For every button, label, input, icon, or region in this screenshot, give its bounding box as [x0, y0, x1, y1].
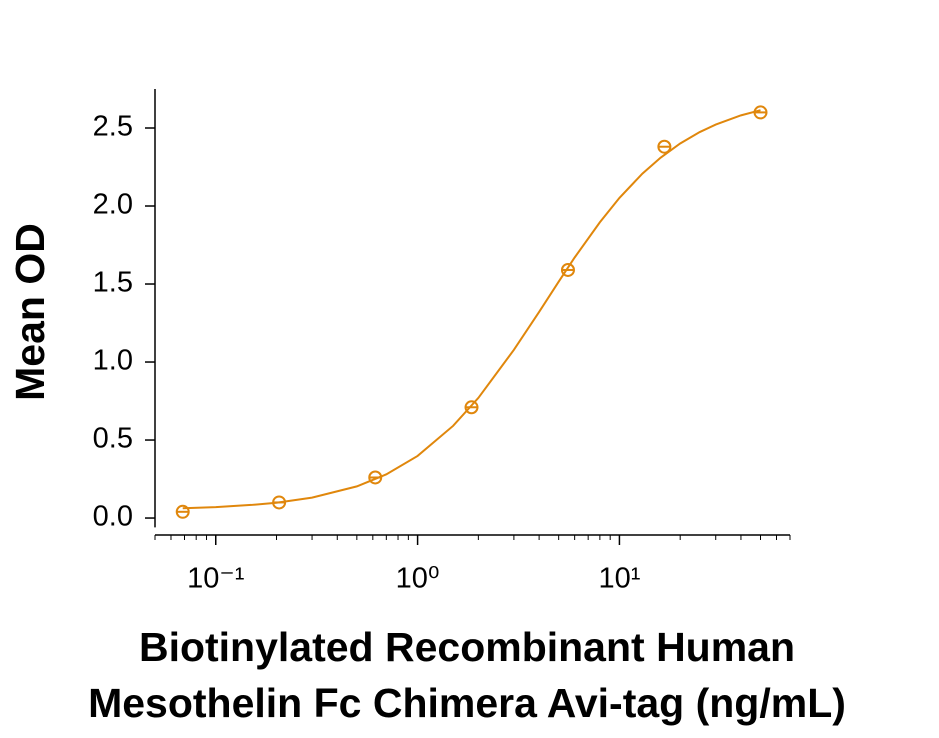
x-axis-label: Biotinylated Recombinant Human — [139, 624, 795, 670]
y-tick-label: 1.0 — [93, 345, 133, 377]
x-tick-label: 10¹ — [598, 563, 640, 595]
y-tick-label: 0.0 — [93, 501, 133, 533]
data-point — [175, 504, 190, 519]
y-axis-label: Mean OD — [7, 223, 53, 401]
x-axis-label: Mesothelin Fc Chimera Avi-tag (ng/mL) — [88, 680, 846, 726]
x-tick-label: 10⁻¹ — [187, 563, 245, 595]
fit-curve — [182, 109, 761, 510]
y-tick-label: 2.0 — [93, 189, 133, 221]
y-tick-label: 0.5 — [93, 423, 133, 455]
data-point — [560, 262, 575, 277]
data-point — [464, 400, 479, 415]
x-tick-label: 10⁰ — [396, 563, 440, 595]
data-point — [657, 139, 672, 154]
y-tick-label: 2.5 — [93, 111, 133, 143]
y-tick-label: 1.5 — [93, 267, 133, 299]
